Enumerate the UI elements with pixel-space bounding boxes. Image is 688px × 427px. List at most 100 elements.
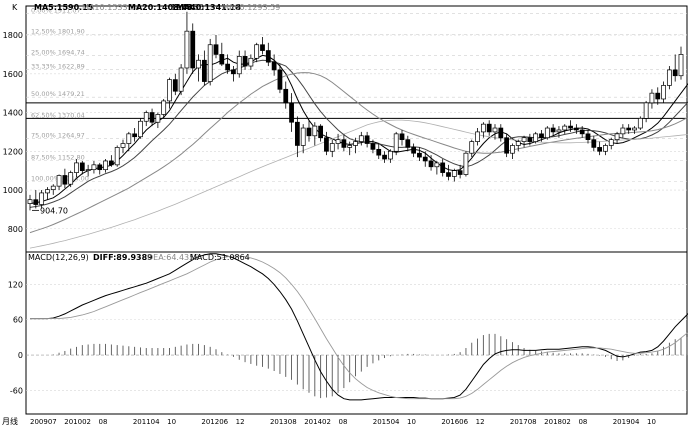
candle-body [236, 56, 242, 75]
x-axis-label: 08 [99, 418, 108, 426]
macd-header-diff: DIFF:89.9389 [93, 253, 153, 262]
candle-body [50, 185, 56, 190]
ma-line-ma20 [29, 72, 688, 234]
fibonacci-label: 12.50% 1801.90 [31, 28, 85, 36]
candle-body [108, 160, 114, 166]
x-axis-label: 201708 [510, 418, 537, 426]
candle-body [608, 139, 614, 146]
ma40-value: MA40:1341.18 [176, 3, 241, 12]
candle-body [428, 160, 434, 168]
x-axis-label: 201904 [613, 418, 640, 426]
fibonacci-label: 33.33% 1622.89 [31, 62, 85, 70]
candle-body [294, 121, 300, 146]
candle-body [521, 137, 527, 142]
x-axis-label: 200907 [30, 418, 57, 426]
x-axis-label: 201104 [133, 418, 160, 426]
candle-body [132, 133, 138, 138]
horizontal-support-lines [26, 102, 687, 119]
candle-body [149, 112, 155, 123]
candle-body [469, 141, 475, 154]
price-tick-label: 1800 [3, 31, 23, 40]
candle-body [184, 30, 190, 69]
x-axis-label: 201206 [201, 418, 228, 426]
macd-axis: 120 60 0 -60 [8, 280, 23, 395]
candle-body [74, 162, 79, 173]
candle-body [312, 125, 318, 137]
candle-body [515, 141, 521, 146]
candle-body [178, 67, 184, 92]
x-axis-label: 08 [339, 418, 348, 426]
candle-body [666, 69, 672, 86]
candle-body [637, 117, 643, 129]
macd-header-dea: DEA:64.4358 [147, 253, 199, 262]
candle-body [85, 169, 91, 171]
price-tick-label: 1600 [3, 70, 23, 79]
candle-body [544, 127, 550, 139]
fibonacci-label: 87.50% 1152.80 [31, 153, 85, 161]
candle-body [376, 148, 382, 156]
x-axis-label: 201606 [441, 418, 468, 426]
candle-body [45, 189, 50, 194]
macd-tick-label: -60 [10, 386, 23, 395]
candle-body [620, 127, 626, 135]
candle-body [353, 141, 358, 146]
candle-body [329, 143, 335, 152]
candle-body [562, 125, 568, 131]
candle-body [68, 172, 74, 185]
candle-body [579, 129, 585, 135]
ma10-value: MA10:1533.34 [82, 3, 140, 12]
candle-body [603, 145, 608, 152]
candle-body [103, 160, 108, 171]
x-axis-label: 12 [236, 418, 245, 426]
price-tick-label: 1400 [3, 109, 23, 118]
x-axis-label: 10 [647, 418, 656, 426]
candle-body [475, 131, 480, 142]
macd-header-name: MACD(12,26,9) [28, 253, 89, 262]
candle-body [271, 61, 277, 71]
fibonacci-label: 50.00% 1479.21 [31, 90, 85, 98]
x-axis-label: 201308 [270, 418, 297, 426]
candle-body [573, 127, 579, 131]
macd-tick-label: 60 [13, 316, 23, 325]
candle-body [463, 152, 469, 175]
high-price-annotation: 1920.30 [171, 3, 204, 12]
macd-line-diff [30, 253, 688, 401]
x-axis-labels: 200907 201002 08 201104 10 201206 12 201308 2014… [30, 418, 656, 426]
candle-body [440, 162, 446, 173]
candle-body [155, 114, 161, 123]
candle-body [446, 172, 451, 177]
ma-line-ma60 [29, 119, 688, 249]
candle-body [498, 127, 504, 139]
candle-body [341, 139, 347, 148]
moving-average-lines [29, 54, 688, 249]
candle-body [661, 85, 666, 100]
candle-body [56, 175, 62, 187]
x-axis-label: 201802 [544, 418, 571, 426]
price-axis: 1800 1600 1400 1200 1000 800 [3, 31, 23, 234]
candle-body [138, 120, 143, 138]
candle-body [626, 127, 632, 131]
x-axis-label: 10 [407, 418, 416, 426]
candle-body [300, 127, 306, 146]
candle-body [643, 102, 649, 119]
candle-body [678, 54, 684, 77]
x-axis-label: 201002 [64, 418, 91, 426]
candle-body [120, 143, 126, 148]
candle-body [614, 133, 620, 141]
x-axis-label: 201402 [304, 418, 331, 426]
candle-body [387, 150, 393, 160]
ma5-value: MA5:1590.15 [34, 3, 94, 12]
k-label: K [12, 3, 18, 12]
candle-body [539, 133, 544, 139]
x-axis-label: 08 [578, 418, 587, 426]
candle-body [417, 152, 422, 158]
macd-header-macd: MACD:51.0864 [190, 253, 250, 262]
candle-body [161, 100, 167, 115]
candle-body [527, 137, 533, 142]
candle-body [492, 127, 498, 133]
candle-body [347, 145, 353, 148]
x-axis-label: 12 [476, 418, 485, 426]
candle-body [585, 133, 591, 141]
candle-body [649, 92, 655, 104]
